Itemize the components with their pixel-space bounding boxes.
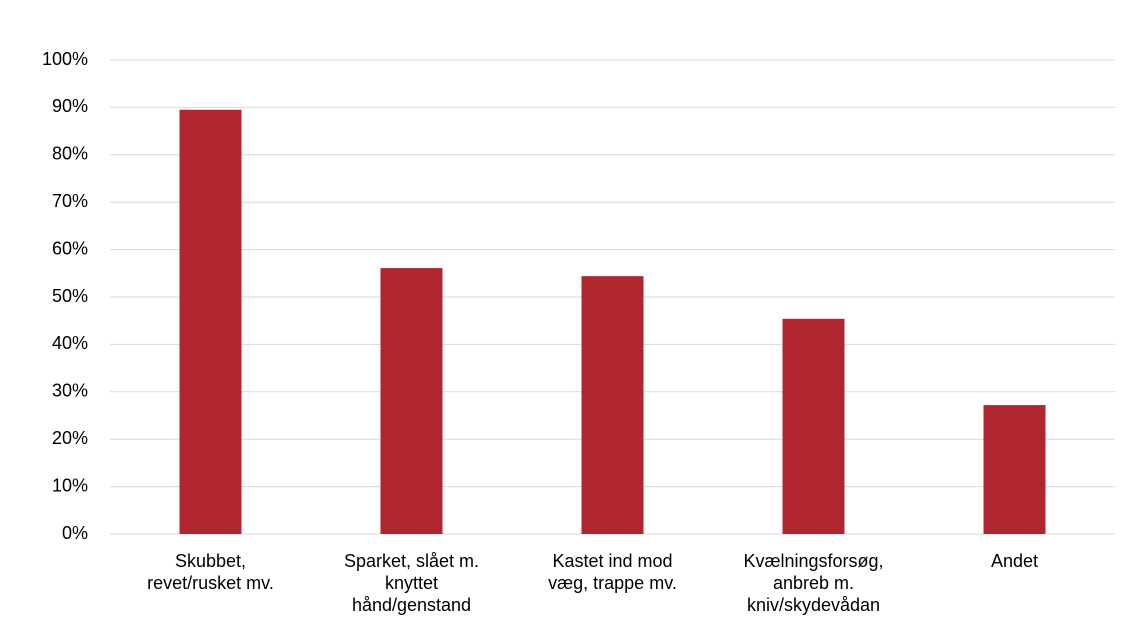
bar <box>983 405 1046 534</box>
bar <box>581 276 644 534</box>
x-tick-label: Kastet ind mod væg, trappe mv. <box>548 551 677 593</box>
y-tick-label: 20% <box>52 428 88 448</box>
y-tick-label: 50% <box>52 286 88 306</box>
y-tick-label: 40% <box>52 333 88 353</box>
y-tick-label: 70% <box>52 191 88 211</box>
bar <box>782 318 845 534</box>
y-tick-label: 100% <box>42 49 88 69</box>
y-tick-label: 10% <box>52 475 88 495</box>
y-tick-label: 60% <box>52 238 88 258</box>
x-tick-label: Andet <box>990 551 1039 571</box>
y-tick-label: 80% <box>52 144 88 164</box>
x-tick-label: Skubbet, revet/rusket mv. <box>147 551 274 593</box>
bar <box>380 268 443 534</box>
y-tick-label: 0% <box>62 523 88 543</box>
x-tick-label: Kvælningsforsøg, anbreb m. kniv/skydevåd… <box>743 551 884 615</box>
x-tick-label: Sparket, slået m. knyttet hånd/genstand <box>343 551 480 615</box>
y-tick-label: 30% <box>52 381 88 401</box>
bar <box>179 109 242 535</box>
y-tick-label: 90% <box>52 96 88 116</box>
